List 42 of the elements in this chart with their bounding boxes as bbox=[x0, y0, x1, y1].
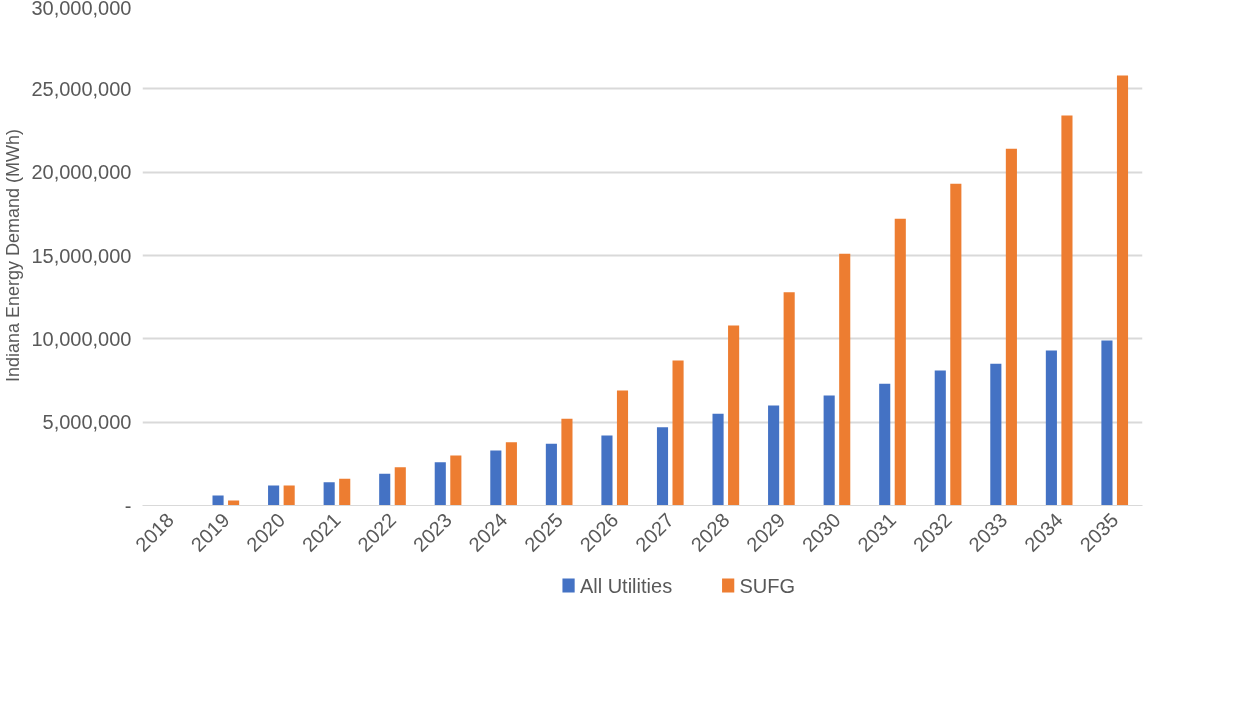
bar bbox=[934, 370, 946, 506]
bar bbox=[1101, 340, 1113, 506]
bar bbox=[672, 360, 684, 506]
bar bbox=[379, 473, 391, 506]
y-axis-title: Indiana Energy Demand (MWh) bbox=[3, 128, 24, 383]
bar bbox=[712, 413, 724, 506]
bar bbox=[823, 395, 835, 506]
bar bbox=[1005, 148, 1017, 506]
y-tick-label: 15,000,000 bbox=[31, 244, 132, 267]
bar bbox=[450, 455, 462, 506]
y-tick-label: 10,000,000 bbox=[31, 327, 132, 350]
bar bbox=[656, 427, 669, 506]
bar bbox=[601, 435, 613, 506]
y-tick-label: 25,000,000 bbox=[31, 77, 132, 100]
bar bbox=[505, 442, 517, 506]
bar bbox=[616, 390, 629, 506]
legend-label: SUFG bbox=[739, 574, 796, 597]
bar bbox=[394, 467, 406, 506]
bar bbox=[879, 383, 891, 506]
bar bbox=[490, 450, 502, 506]
bar bbox=[894, 218, 906, 506]
y-tick-label: 30,000,000 bbox=[31, 0, 132, 19]
bar bbox=[434, 462, 446, 506]
bar bbox=[783, 292, 795, 506]
bar bbox=[339, 478, 351, 506]
bar bbox=[545, 443, 557, 506]
bar bbox=[990, 363, 1002, 506]
bar bbox=[1116, 75, 1129, 506]
bar bbox=[839, 253, 851, 506]
bar bbox=[283, 485, 295, 506]
bar bbox=[1061, 115, 1073, 506]
y-tick-label: 5,000,000 bbox=[42, 411, 132, 434]
bar bbox=[268, 485, 280, 506]
bar bbox=[323, 482, 335, 506]
bar bbox=[950, 183, 962, 506]
bar bbox=[1045, 350, 1057, 506]
bar bbox=[728, 325, 740, 506]
y-tick-label: 20,000,000 bbox=[31, 161, 132, 184]
bar bbox=[768, 405, 780, 506]
y-tick-label: - bbox=[124, 494, 132, 517]
bar bbox=[561, 418, 573, 506]
legend-label: All Utilities bbox=[579, 574, 673, 597]
